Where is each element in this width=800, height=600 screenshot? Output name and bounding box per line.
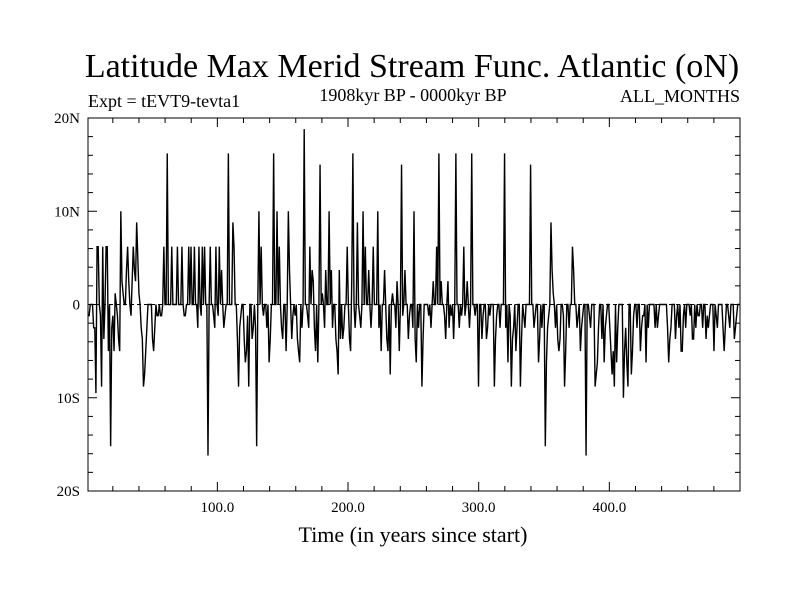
plot-area: 100.0 200.0 300.0 400.0 20N 10N 0 10S 20S [54,111,741,516]
x-tick-label: 100.0 [200,500,234,516]
chart-title: Latitude Max Merid Stream Func. Atlantic… [85,48,739,85]
chart-right-subtitle: ALL_MONTHS [620,86,740,106]
y-tick-label: 0 [73,298,81,314]
chart-xlabel: Time (in years since start) [299,522,528,547]
x-tick-label: 300.0 [462,500,496,516]
chart-center-subtitle: 1908kyr BP - 0000kyr BP [319,85,506,105]
chart-left-subtitle: Expt = tEVT9-tevta1 [88,91,240,111]
x-tick-label: 200.0 [331,500,365,516]
y-tick-label: 20N [54,111,80,127]
y-tick-label: 10S [57,391,80,407]
y-tick-label: 10N [54,204,80,220]
y-tick-label: 20S [57,484,80,500]
series-line-0 [88,129,740,456]
x-tick-label: 400.0 [592,500,626,516]
